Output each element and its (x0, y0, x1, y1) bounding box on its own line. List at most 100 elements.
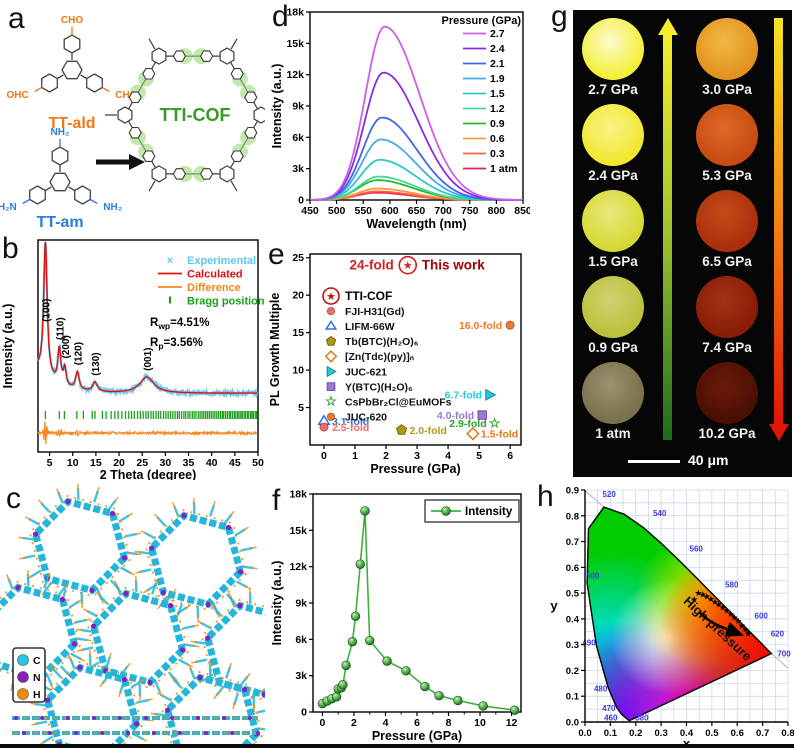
svg-text:30: 30 (160, 457, 172, 469)
spectrum-2.7 (309, 25, 523, 201)
svg-text:35: 35 (183, 457, 195, 469)
scale-bar-label: 40 μm (688, 452, 729, 468)
pressure-label: 6.5 GPa (702, 254, 752, 269)
svg-text:0.2: 0.2 (566, 666, 579, 677)
xrd-peak-label: (120) (73, 342, 84, 365)
svg-text:0.9: 0.9 (490, 118, 505, 130)
layer-strip (10, 731, 260, 735)
panel-h-label: h (537, 480, 554, 513)
svg-text:20: 20 (113, 457, 125, 469)
svg-text:800: 800 (488, 205, 506, 217)
molecule: CHO OHC CHO TT-ald (6, 15, 137, 132)
scatter-x-title: Pressure (GPa) (370, 462, 460, 476)
svg-text:1: 1 (352, 450, 358, 462)
svg-text:25: 25 (292, 252, 304, 264)
sample-photo (696, 18, 758, 80)
svg-text:9k: 9k (292, 101, 304, 113)
xrd-peak-label: (100) (41, 299, 52, 322)
pressure-label: 3.0 GPa (702, 82, 752, 97)
decompression-arrow-icon (774, 18, 783, 424)
svg-text:0.1: 0.1 (566, 692, 580, 703)
svg-text:560: 560 (690, 544, 704, 553)
sample-photo (582, 104, 644, 166)
panel-b-xrd-chart: (100)(110)(200) (120) (130) (001) 5 10 15 20 25 3… (1, 239, 265, 480)
xrd-peak-label: (130) (91, 352, 102, 375)
svg-text:Y(BTC)(H₂O)₆: Y(BTC)(H₂O)₆ (345, 381, 413, 393)
spectra-series (309, 25, 524, 201)
svg-text:12: 12 (506, 717, 518, 729)
panel-c-label: c (6, 482, 21, 515)
xrd-calculated-curve (37, 241, 258, 394)
panel-b-label: b (2, 232, 19, 265)
xrd-peak-label: (200) (61, 335, 72, 358)
svg-text:Difference: Difference (187, 282, 241, 294)
cof-ring: TTI-COF (105, 38, 265, 192)
pressure-label: 2.7 GPa (588, 82, 638, 97)
atom-symbol: H (33, 689, 41, 701)
svg-text:0.8: 0.8 (566, 511, 579, 522)
svg-text:2.4: 2.4 (490, 43, 505, 55)
svg-text:☆: ☆ (489, 415, 501, 430)
svg-text:0.2: 0.2 (629, 728, 642, 739)
svg-text:500: 500 (586, 572, 600, 581)
svg-text:45: 45 (229, 457, 241, 469)
svg-text:12k: 12k (289, 561, 307, 573)
arrow-up-head-icon (657, 18, 678, 35)
line-legend: Intensity (424, 499, 520, 523)
panel-a-label: a (8, 2, 25, 35)
svg-text:6k: 6k (295, 634, 307, 646)
fold-label: 1.5-fold (481, 429, 518, 441)
svg-text:★: ★ (690, 595, 698, 605)
svg-text:40: 40 (206, 457, 218, 469)
svg-text:15k: 15k (286, 38, 304, 50)
svg-text:18k: 18k (289, 489, 307, 501)
line-y-title: Intensity (a.u.) (270, 561, 284, 646)
pressure-label: 10.2 GPa (698, 426, 756, 441)
svg-text:★: ★ (723, 606, 731, 616)
svg-text:0: 0 (320, 717, 326, 729)
svg-text:15: 15 (292, 327, 304, 339)
cie-axes: 0.0 0.1 0.2 0.3 0.4 0.5 0.6 0.7 0.8 0.0 0.1 0.2 0.3 0… (550, 486, 794, 748)
panel-f-label: f (272, 484, 281, 517)
atom-symbol: C (33, 655, 41, 667)
panel-d-label: d (272, 0, 289, 33)
sample-photo (696, 104, 758, 166)
svg-text:520: 520 (602, 490, 616, 499)
svg-text:0.7: 0.7 (756, 728, 769, 739)
svg-text:12k: 12k (286, 69, 304, 81)
pressure-label: 7.4 GPa (702, 340, 752, 355)
svg-text:TTI-COF: TTI-COF (345, 289, 392, 303)
svg-text:2.7: 2.7 (490, 28, 505, 40)
svg-text:×: × (167, 255, 173, 267)
pressure-label: 1 atm (595, 426, 631, 441)
svg-text:1.5: 1.5 (490, 88, 505, 100)
xrd-peak-label: (001) (143, 348, 154, 371)
svg-text:0.5: 0.5 (566, 589, 580, 600)
svg-text:2: 2 (383, 450, 389, 462)
sample-photo (582, 362, 644, 424)
svg-text:0.3: 0.3 (490, 148, 505, 160)
pressure-label: 2.4 GPa (588, 168, 638, 183)
svg-text:0.7: 0.7 (566, 537, 579, 548)
svg-text:550: 550 (354, 205, 372, 217)
svg-text:540: 540 (653, 509, 667, 518)
svg-text:4: 4 (445, 450, 451, 462)
svg-text:★: ★ (707, 594, 715, 604)
fold-label: 16.0-fold (459, 320, 502, 332)
svg-text:3k: 3k (292, 163, 304, 175)
svg-text:☆: ☆ (325, 394, 337, 409)
svg-text:650: 650 (408, 205, 426, 217)
svg-text:0: 0 (298, 195, 304, 207)
this-work-label: This work (422, 258, 486, 273)
svg-text:JUC-621: JUC-621 (345, 366, 387, 378)
svg-text:JUC-620: JUC-620 (345, 412, 387, 424)
scatter-frame (309, 253, 522, 446)
svg-text:580: 580 (725, 580, 739, 589)
sample-photo (696, 190, 758, 252)
panel-g-photos: 2.7 GPa 2.4 GPa 1.5 GPa 0.9 GPa 1 atm 3.0 GPa… (573, 10, 792, 477)
scatter-axes: 0 1 2 3 4 5 6 5 10 15 20 25 Pressure (GPa) PL Growth … (268, 252, 513, 476)
compression-arrow-icon (663, 34, 672, 440)
xrd-frame (37, 239, 259, 453)
scatter-legend: ★ TTI-COF FJI-H31(Gd) LIFM-66W Tb(BTC)(H₂O)₆… (322, 287, 452, 424)
